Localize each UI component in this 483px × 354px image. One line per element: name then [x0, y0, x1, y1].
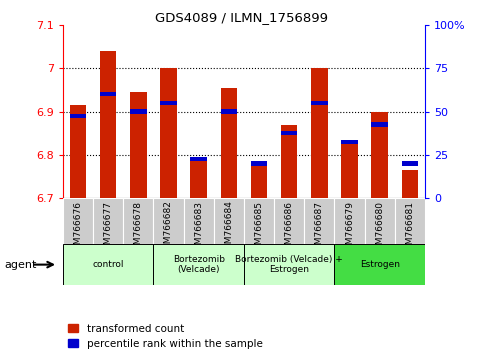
Text: Bortezomib
(Velcade): Bortezomib (Velcade): [172, 255, 225, 274]
Text: GSM766687: GSM766687: [315, 200, 324, 256]
FancyBboxPatch shape: [184, 198, 213, 244]
Bar: [100, 92, 116, 96]
Bar: [160, 68, 177, 198]
Text: GSM766680: GSM766680: [375, 200, 384, 256]
Bar: [251, 166, 267, 198]
Text: GSM766683: GSM766683: [194, 200, 203, 256]
Bar: [70, 105, 86, 198]
FancyBboxPatch shape: [63, 244, 154, 285]
Bar: [70, 114, 86, 118]
Bar: [190, 157, 207, 161]
Text: GSM766678: GSM766678: [134, 200, 143, 256]
Bar: [311, 68, 327, 198]
Bar: [281, 125, 298, 198]
Text: Bortezomib (Velcade) +
Estrogen: Bortezomib (Velcade) + Estrogen: [235, 255, 343, 274]
Text: GSM766677: GSM766677: [103, 200, 113, 256]
Bar: [160, 101, 177, 105]
FancyBboxPatch shape: [244, 244, 334, 285]
FancyBboxPatch shape: [395, 198, 425, 244]
Bar: [100, 51, 116, 198]
FancyBboxPatch shape: [154, 198, 184, 244]
FancyBboxPatch shape: [304, 198, 334, 244]
Text: Estrogen: Estrogen: [360, 260, 400, 269]
Bar: [130, 109, 146, 114]
FancyBboxPatch shape: [123, 198, 154, 244]
FancyBboxPatch shape: [154, 244, 244, 285]
Text: agent: agent: [5, 259, 37, 270]
Text: GDS4089 / ILMN_1756899: GDS4089 / ILMN_1756899: [155, 11, 328, 24]
Bar: [402, 170, 418, 198]
Bar: [371, 112, 388, 198]
Text: GSM766685: GSM766685: [255, 200, 264, 256]
Text: GSM766679: GSM766679: [345, 200, 354, 256]
Text: GSM766684: GSM766684: [224, 200, 233, 256]
Bar: [371, 122, 388, 127]
FancyBboxPatch shape: [244, 198, 274, 244]
Bar: [311, 101, 327, 105]
Bar: [341, 140, 358, 198]
FancyBboxPatch shape: [365, 198, 395, 244]
Bar: [221, 88, 237, 198]
Bar: [190, 161, 207, 198]
Text: control: control: [92, 260, 124, 269]
Text: GSM766686: GSM766686: [284, 200, 294, 256]
Text: GSM766682: GSM766682: [164, 200, 173, 256]
Bar: [402, 161, 418, 166]
FancyBboxPatch shape: [93, 198, 123, 244]
FancyBboxPatch shape: [334, 244, 425, 285]
Text: GSM766676: GSM766676: [73, 200, 83, 256]
Bar: [221, 109, 237, 114]
Legend: transformed count, percentile rank within the sample: transformed count, percentile rank withi…: [68, 324, 263, 349]
FancyBboxPatch shape: [213, 198, 244, 244]
Bar: [341, 140, 358, 144]
FancyBboxPatch shape: [274, 198, 304, 244]
Bar: [130, 92, 146, 198]
FancyBboxPatch shape: [63, 198, 93, 244]
Bar: [281, 131, 298, 135]
Text: GSM766681: GSM766681: [405, 200, 414, 256]
Bar: [251, 161, 267, 166]
FancyBboxPatch shape: [334, 198, 365, 244]
